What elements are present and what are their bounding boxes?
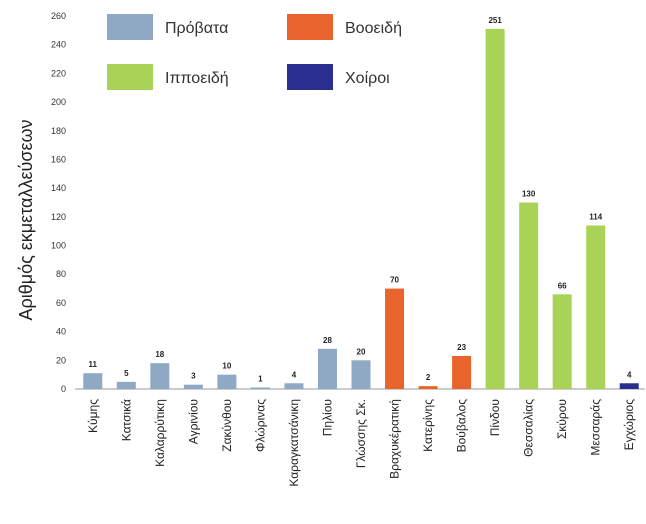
legend: Πρόβατα Βοοειδή Ιπποειδή Χοίροι bbox=[107, 14, 402, 90]
category-label: Κύμης bbox=[86, 399, 100, 433]
category-label: Θεσσαλίας bbox=[522, 399, 536, 457]
legend-swatch bbox=[107, 64, 153, 90]
category-label: Φλώρινας bbox=[253, 399, 267, 452]
bar bbox=[586, 225, 606, 389]
data-label: 130 bbox=[522, 190, 536, 199]
data-label: 20 bbox=[357, 347, 366, 356]
data-label: 23 bbox=[457, 343, 466, 352]
category-label: Μεσσαράς bbox=[589, 399, 603, 456]
category-label: Βραχυκέρατική bbox=[388, 399, 402, 479]
bars: 11 Κύμης 5 Κατσικά 18 Καλαρρύτικη 3 Αγρινίου 10 Ζ… bbox=[83, 16, 639, 487]
bar bbox=[452, 356, 472, 389]
legend-label: Χοίροι bbox=[345, 70, 390, 87]
bar bbox=[250, 387, 270, 389]
y-tick-label: 80 bbox=[56, 269, 66, 279]
y-tick-label: 40 bbox=[56, 327, 66, 337]
y-tick-label: 100 bbox=[51, 241, 66, 251]
bar bbox=[83, 373, 103, 389]
bar bbox=[284, 383, 304, 389]
y-tick-label: 20 bbox=[56, 355, 66, 365]
data-label: 5 bbox=[124, 369, 129, 378]
legend-swatch bbox=[287, 64, 333, 90]
data-label: 18 bbox=[155, 350, 164, 359]
bar bbox=[619, 383, 639, 389]
data-label: 70 bbox=[390, 276, 399, 285]
y-tick-label: 120 bbox=[51, 212, 66, 222]
y-tick-label: 200 bbox=[51, 97, 66, 107]
bar bbox=[519, 202, 539, 389]
bar bbox=[150, 363, 170, 389]
y-tick-label: 140 bbox=[51, 183, 66, 193]
data-label: 28 bbox=[323, 336, 332, 345]
data-label: 114 bbox=[589, 212, 602, 221]
category-label: Πηλίου bbox=[320, 399, 334, 436]
legend-label: Πρόβατα bbox=[165, 20, 228, 37]
bar bbox=[552, 294, 572, 389]
data-label: 4 bbox=[627, 370, 632, 379]
y-tick-label: 160 bbox=[51, 154, 66, 164]
legend-label: Ιπποειδή bbox=[165, 70, 229, 87]
bar bbox=[385, 288, 405, 389]
y-tick-label: 220 bbox=[51, 68, 66, 78]
y-tick-label: 0 bbox=[61, 384, 66, 394]
bar bbox=[418, 386, 438, 389]
data-label: 11 bbox=[89, 360, 98, 369]
legend-label: Βοοειδή bbox=[345, 20, 402, 37]
data-label: 2 bbox=[426, 373, 431, 382]
data-label: 10 bbox=[222, 362, 231, 371]
bar bbox=[116, 381, 136, 389]
data-label: 1 bbox=[258, 375, 263, 384]
data-label: 66 bbox=[558, 281, 567, 290]
y-tick-label: 60 bbox=[56, 298, 66, 308]
y-tick-label: 180 bbox=[51, 126, 66, 136]
bar bbox=[183, 384, 203, 389]
category-label: Καραγκατσάνικη bbox=[287, 399, 301, 487]
y-axis-label: Αριθμός εκμεταλλεύσεων bbox=[16, 119, 36, 320]
data-label: 251 bbox=[488, 16, 502, 25]
category-label: Ζακύνθου bbox=[220, 399, 234, 452]
category-label: Εγχώριος bbox=[622, 399, 636, 451]
category-label: Πίνδου bbox=[488, 399, 502, 436]
bar bbox=[485, 28, 505, 390]
data-label: 4 bbox=[292, 370, 297, 379]
bar bbox=[351, 360, 371, 389]
category-label: Κατερίνης bbox=[421, 399, 435, 452]
category-label: Σκύρου bbox=[555, 399, 569, 439]
bar bbox=[217, 374, 237, 389]
category-label: Γλώσσης Σκ. bbox=[354, 399, 368, 468]
data-label: 3 bbox=[191, 372, 196, 381]
category-label: Αγρινίου bbox=[186, 399, 200, 444]
legend-swatch bbox=[287, 14, 333, 40]
bar bbox=[317, 348, 337, 389]
y-tick-label: 240 bbox=[51, 40, 66, 50]
legend-swatch bbox=[107, 14, 153, 40]
category-label: Καλαρρύτικη bbox=[153, 399, 167, 467]
category-label: Κατσικά bbox=[119, 399, 133, 441]
y-tick-label: 260 bbox=[51, 11, 66, 21]
category-label: Βούβαλος bbox=[455, 399, 469, 453]
